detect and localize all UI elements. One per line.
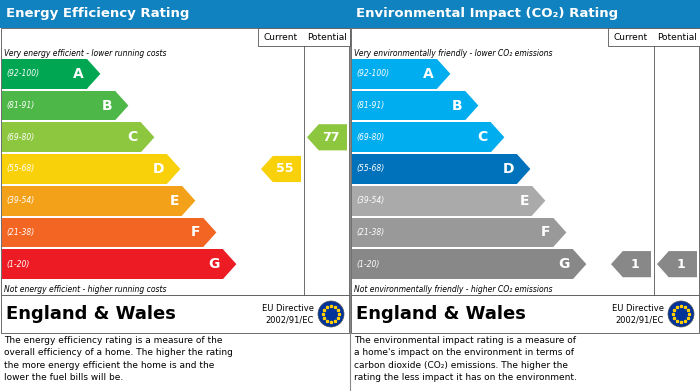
Bar [350, 0, 700, 28]
Bar [258, 28, 350, 46]
Text: A: A [424, 67, 434, 81]
Polygon shape [352, 186, 532, 215]
Text: (69-80): (69-80) [356, 133, 384, 142]
Text: (39-54): (39-54) [356, 196, 384, 205]
Polygon shape [182, 186, 195, 215]
Text: E: E [519, 194, 529, 208]
Polygon shape [352, 154, 517, 184]
Bar [0, 0, 350, 28]
Text: (55-68): (55-68) [356, 165, 384, 174]
Text: F: F [190, 226, 200, 239]
Text: 55: 55 [276, 163, 294, 176]
Polygon shape [307, 124, 347, 151]
Polygon shape [465, 91, 478, 120]
Text: C: C [127, 130, 138, 144]
Polygon shape [2, 186, 182, 215]
Text: Not environmentally friendly - higher CO₂ emissions: Not environmentally friendly - higher CO… [354, 285, 552, 294]
Text: Not energy efficient - higher running costs: Not energy efficient - higher running co… [4, 285, 167, 294]
Text: D: D [503, 162, 514, 176]
Polygon shape [223, 249, 237, 279]
Text: England & Wales: England & Wales [6, 305, 176, 323]
Bar [608, 28, 700, 46]
Circle shape [318, 301, 344, 327]
Text: Environmental Impact (CO₂) Rating: Environmental Impact (CO₂) Rating [356, 7, 618, 20]
Polygon shape [352, 59, 437, 89]
Polygon shape [87, 59, 100, 89]
Polygon shape [2, 59, 87, 89]
Text: The energy efficiency rating is a measure of the
overall efficiency of a home. T: The energy efficiency rating is a measur… [4, 336, 233, 382]
Text: The environmental impact rating is a measure of
a home's impact on the environme: The environmental impact rating is a mea… [354, 336, 577, 382]
Text: A: A [74, 67, 84, 81]
Text: B: B [102, 99, 112, 113]
Text: Potential: Potential [657, 32, 697, 41]
Polygon shape [491, 122, 505, 152]
Text: Very energy efficient - lower running costs: Very energy efficient - lower running co… [4, 48, 167, 57]
Polygon shape [167, 154, 181, 184]
Bar [351, 28, 699, 295]
Polygon shape [532, 186, 545, 215]
Text: Potential: Potential [307, 32, 347, 41]
Polygon shape [203, 217, 216, 247]
Polygon shape [261, 156, 301, 182]
Bar [351, 295, 699, 333]
Text: (55-68): (55-68) [6, 165, 34, 174]
Text: G: G [209, 257, 220, 271]
Polygon shape [352, 91, 465, 120]
Polygon shape [2, 154, 167, 184]
Polygon shape [352, 217, 553, 247]
Circle shape [668, 301, 694, 327]
Text: B: B [452, 99, 462, 113]
Text: Very environmentally friendly - lower CO₂ emissions: Very environmentally friendly - lower CO… [354, 48, 552, 57]
Text: (39-54): (39-54) [6, 196, 34, 205]
Text: F: F [540, 226, 550, 239]
Text: 1: 1 [677, 258, 685, 271]
Text: Energy Efficiency Rating: Energy Efficiency Rating [6, 7, 190, 20]
Polygon shape [517, 154, 531, 184]
Polygon shape [115, 91, 128, 120]
Polygon shape [657, 251, 697, 277]
Bar [1, 28, 349, 295]
Text: 77: 77 [322, 131, 340, 144]
Text: (21-38): (21-38) [6, 228, 34, 237]
Polygon shape [2, 217, 203, 247]
Text: Current: Current [264, 32, 298, 41]
Text: (69-80): (69-80) [6, 133, 34, 142]
Polygon shape [141, 122, 155, 152]
Polygon shape [352, 122, 491, 152]
Text: (81-91): (81-91) [6, 101, 34, 110]
Text: EU Directive
2002/91/EC: EU Directive 2002/91/EC [612, 303, 664, 325]
Text: 1: 1 [631, 258, 639, 271]
Text: D: D [153, 162, 164, 176]
Polygon shape [2, 122, 141, 152]
Text: (92-100): (92-100) [6, 69, 39, 78]
Text: C: C [477, 130, 488, 144]
Text: England & Wales: England & Wales [356, 305, 526, 323]
Text: (1-20): (1-20) [356, 260, 379, 269]
Polygon shape [573, 249, 587, 279]
Text: E: E [169, 194, 179, 208]
Bar [1, 295, 349, 333]
Polygon shape [611, 251, 651, 277]
Text: (21-38): (21-38) [356, 228, 384, 237]
Polygon shape [352, 249, 573, 279]
Polygon shape [2, 249, 223, 279]
Text: EU Directive
2002/91/EC: EU Directive 2002/91/EC [262, 303, 314, 325]
Polygon shape [437, 59, 450, 89]
Text: (1-20): (1-20) [6, 260, 29, 269]
Text: Current: Current [614, 32, 648, 41]
Text: (81-91): (81-91) [356, 101, 384, 110]
Polygon shape [553, 217, 566, 247]
Text: G: G [559, 257, 570, 271]
Polygon shape [2, 91, 115, 120]
Text: (92-100): (92-100) [356, 69, 389, 78]
